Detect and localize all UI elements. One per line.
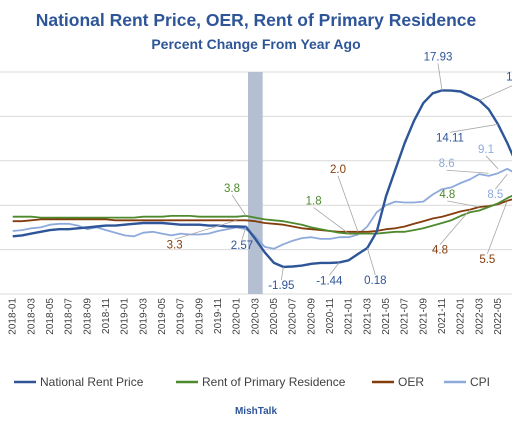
annotation-label: 3.8 [224,183,240,195]
x-tick-label: 2018-07 [64,298,75,335]
annotation-leader [329,262,339,275]
annotation-label: 17.93 [424,51,453,63]
legend-label: CPI [470,375,490,389]
source-label: MishTalk [235,406,277,417]
annotation-leader [438,63,442,90]
data-annotations: 17.9315.414.11192.57-1.95-1.440.183.81.8… [167,51,512,292]
annotation-label: 0.18 [364,275,386,287]
x-tick-label: 2019-11 [213,298,224,334]
chart-subtitle: Percent Change From Year Ago [151,36,360,52]
x-tick-label: 2020-07 [288,298,299,335]
legend-label: OER [398,375,424,389]
annotation-label: 4.8 [439,189,455,201]
annotation-label: 1.8 [306,196,322,208]
x-tick-label: 2021-07 [400,298,411,335]
x-tick-label: 2019-05 [157,298,168,335]
annotation-label: 5.5 [479,254,495,266]
annotation-label: 8.5 [487,189,503,201]
annotation-leader [338,176,358,232]
x-tick-label: 2022-03 [474,298,485,335]
annotation-label: -1.44 [316,275,343,287]
x-tick-label: 2019-07 [176,298,187,335]
x-tick-label: 2018-03 [26,298,37,335]
x-tick-label: 2021-09 [418,298,429,335]
x-tick-label: 2020-01 [232,298,243,335]
x-tick-label: 2020-09 [306,298,317,335]
annotation-leader [495,174,507,189]
legend-label: Rent of Primary Residence [202,375,346,389]
chart-title: National Rent Price, OER, Rent of Primar… [36,10,477,30]
x-tick-label: 2019-01 [120,298,131,335]
annotation-label: 8.6 [439,158,455,170]
x-tick-label: 2019-03 [138,298,149,335]
annotation-label: 14.11 [436,132,464,144]
annotation-leader [486,156,498,169]
x-tick-label: 2019-09 [194,298,205,335]
x-tick-label: 2021-11 [437,298,448,334]
annotation-leader [450,124,498,132]
annotation-label: 3.3 [167,239,183,251]
x-tick-label: 2018-09 [82,298,93,335]
annotation-label: 2.0 [330,164,346,176]
annotation-label: 2.57 [231,240,253,252]
x-tick-label: 2022-01 [456,298,467,335]
x-tick-label: 2018-01 [8,298,19,335]
x-tick-label: 2022-05 [493,298,504,335]
annotation-leader [440,210,470,245]
x-tick-labels: 2018-01 2018-03 2018-05 2018-07 2018-09 2018-… [8,298,512,335]
x-tick-label: 2018-11 [101,298,112,334]
legend: National Rent Price Rent of Primary Resid… [14,375,490,389]
annotation-leader [487,201,507,254]
annotation-label: -1.95 [268,280,294,292]
annotation-label: 4.8 [432,245,448,257]
recession-band-rect [248,72,263,294]
annotation-label: 15.4 [506,71,512,83]
x-tick-label: 2021-05 [381,298,392,335]
x-tick-label: 2018-05 [45,298,56,335]
legend-label: National Rent Price [40,375,144,389]
x-tick-label: 2020-11 [325,298,336,334]
recession-band [248,72,263,294]
x-tick-label: 2021-03 [362,298,373,335]
annotation-label: 9.1 [478,144,494,156]
x-tick-label: 2021-01 [344,298,355,335]
annotation-leader [479,83,512,100]
annotation-leader [281,267,283,280]
annotation-leader [447,201,479,207]
x-tick-label: 2020-05 [269,298,280,335]
annotation-leader [447,170,489,173]
x-tick-label: 2020-03 [250,298,261,335]
annotation-leader [367,248,375,275]
